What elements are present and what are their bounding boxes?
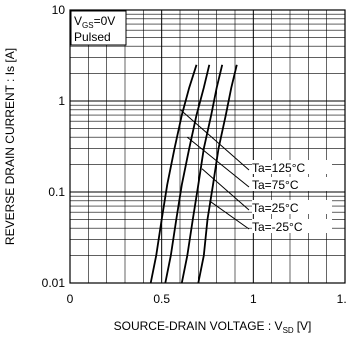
series-leader-line — [201, 168, 250, 211]
y-tick-label: 0.01 — [42, 276, 66, 290]
series-line-1 — [149, 64, 198, 284]
x-tick-label: 0 — [67, 292, 74, 306]
x-tick-label: 1.5 — [337, 292, 347, 306]
series-leader-line — [179, 108, 250, 171]
series-group — [149, 64, 238, 284]
series-leader-line — [187, 136, 250, 188]
series-line-4 — [197, 64, 238, 284]
condition-box — [70, 10, 127, 46]
x-axis-label: SOURCE-DRAIN VOLTAGE : VSD [V] — [114, 319, 312, 335]
x-axis-label-unit: [V] — [297, 319, 312, 333]
tick-labels: 0 0.5 1 1.5 0.01 0.1 1 10 — [42, 3, 347, 306]
series-label: Ta=125°C — [252, 161, 306, 175]
x-axis-label-sub: SD — [283, 326, 294, 335]
series-line-3 — [180, 64, 224, 284]
series-leader-line — [209, 200, 250, 230]
condition-line-1: VGS=0V — [74, 14, 115, 30]
series-label-bg — [252, 177, 332, 191]
series-label: Ta=25°C — [252, 201, 299, 215]
condition-vgs-sub: GS — [82, 21, 94, 30]
y-tick-label: 1 — [58, 94, 65, 108]
series-line-2 — [164, 64, 211, 284]
y-tick-label: 0.1 — [48, 185, 65, 199]
series-label-bg — [252, 200, 332, 214]
series-label-bg — [252, 219, 332, 233]
series-label-bg — [252, 160, 332, 174]
x-tick-label: 0.5 — [153, 292, 170, 306]
x-axis-label-main: SOURCE-DRAIN VOLTAGE : V — [114, 319, 283, 333]
series-label: Ta=75°C — [252, 178, 299, 192]
x-tick-label: 1 — [250, 292, 257, 306]
plot-frame — [69, 9, 346, 284]
y-axis-label: REVERSE DRAIN CURRENT : Is [A] — [3, 48, 17, 245]
series-label: Ta=-25°C — [252, 220, 303, 234]
condition-vgs: V — [74, 14, 82, 28]
condition-line-2: Pulsed — [74, 30, 111, 44]
series-labels: Ta=125°C Ta=75°C Ta=25°C Ta=-25°C — [179, 108, 332, 234]
condition-vgs-value: =0V — [94, 14, 116, 28]
y-tick-label: 10 — [52, 3, 66, 17]
grid — [70, 10, 345, 283]
